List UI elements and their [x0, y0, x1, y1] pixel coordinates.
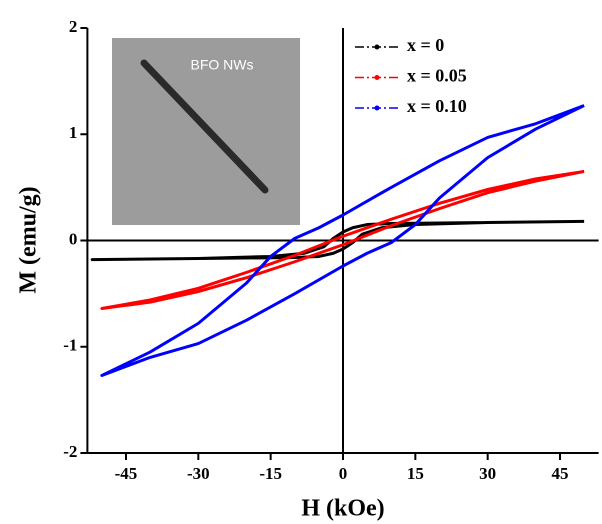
y-tick-label: 1	[69, 123, 78, 142]
data-line	[100, 104, 585, 377]
x-axis-label: H (kOe)	[301, 496, 384, 522]
inset-label: BFO NWs	[191, 57, 254, 73]
x-tick-label: 0	[339, 464, 348, 483]
x-tick-label: 45	[552, 464, 569, 483]
x-tick-label: -30	[187, 464, 210, 483]
y-tick-label: 2	[69, 17, 78, 36]
y-axis-label: M (emu/g)	[16, 186, 42, 293]
data-line	[90, 219, 585, 262]
legend-text: x = 0	[407, 35, 444, 55]
legend-text: x = 0.05	[407, 66, 467, 86]
x-tick-label: -45	[115, 464, 138, 483]
legend-marker	[374, 105, 380, 111]
x-tick-label: 30	[479, 464, 496, 483]
legend-text: x = 0.10	[407, 96, 467, 116]
legend-marker	[374, 75, 380, 80]
y-tick-label: -2	[63, 442, 77, 461]
legend-marker	[374, 44, 380, 50]
y-tick-label: 0	[69, 229, 78, 248]
x-tick-label: -15	[259, 464, 282, 483]
inset-nanowire	[140, 59, 269, 194]
x-tick-label: 15	[407, 464, 424, 483]
y-tick-label: -1	[63, 336, 77, 355]
